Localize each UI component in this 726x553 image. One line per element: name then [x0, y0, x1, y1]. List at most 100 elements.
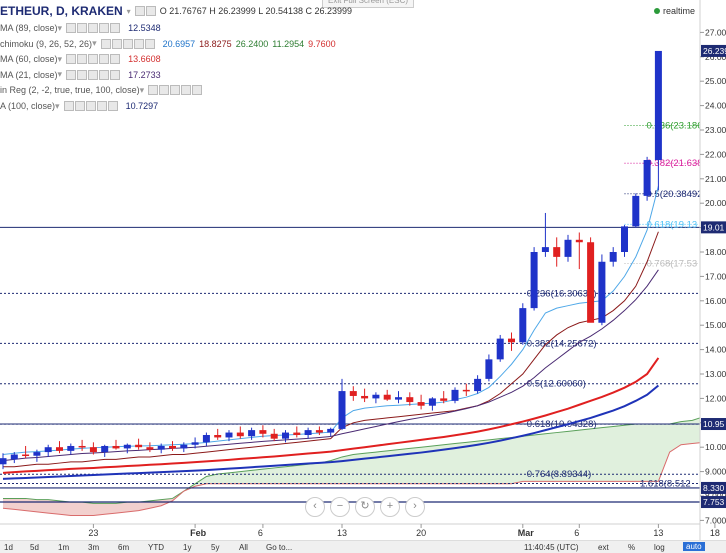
fib-label: 0.768(17.53: [647, 258, 698, 269]
settings-icon[interactable]: [111, 38, 122, 49]
range-button[interactable]: 3m: [88, 543, 100, 552]
copy-icon[interactable]: [88, 54, 99, 65]
legend-row[interactable]: MA (89, close) ▾ 12.5348: [0, 20, 161, 36]
remove-icon[interactable]: [192, 85, 203, 96]
range-button[interactable]: YTD: [148, 543, 164, 552]
candle-body: [485, 359, 493, 379]
copy-icon[interactable]: [88, 23, 99, 33]
remove-icon[interactable]: [107, 101, 118, 111]
indicator-value: 12.5348: [128, 23, 161, 33]
legend-row[interactable]: A (100, close) ▾ 10.7297: [0, 98, 158, 114]
zoom-out-button[interactable]: −: [330, 497, 350, 517]
legend-row[interactable]: in Reg (2, -2, true, true, 100, close) ▾: [0, 82, 206, 98]
chevron-down-icon[interactable]: ▾: [92, 38, 97, 49]
candle-body: [78, 445, 86, 448]
eye-icon[interactable]: [148, 85, 159, 96]
axis-option-button[interactable]: %: [628, 543, 636, 552]
legend-row[interactable]: MA (60, close) ▾ 13.6608: [0, 51, 161, 67]
legend-row[interactable]: MA (21, close) ▾ 17.2733: [0, 67, 161, 83]
candle-body: [259, 430, 267, 434]
price-tick-label: 14.000: [705, 345, 726, 355]
add-icon[interactable]: [133, 38, 144, 49]
add-icon[interactable]: [99, 69, 110, 80]
range-button[interactable]: 1m: [58, 543, 70, 552]
copy-icon[interactable]: [170, 85, 181, 96]
axis-option-button[interactable]: ext: [598, 543, 609, 552]
symbol-title[interactable]: ETHEUR, D, KRAKEN: [0, 4, 123, 18]
remove-icon[interactable]: [144, 38, 155, 49]
chevron-down-icon[interactable]: ▾: [126, 6, 131, 16]
chevron-down-icon[interactable]: ▾: [57, 69, 63, 80]
remove-icon[interactable]: [110, 69, 121, 80]
candle-body: [225, 432, 233, 438]
settings-icon[interactable]: [77, 69, 88, 80]
range-button[interactable]: 6m: [118, 543, 130, 552]
copy-icon[interactable]: [88, 69, 99, 80]
copy-icon[interactable]: [85, 101, 96, 111]
chevron-down-icon[interactable]: ▾: [57, 22, 63, 33]
range-button[interactable]: 5y: [211, 543, 220, 552]
add-icon[interactable]: [99, 23, 110, 33]
add-icon[interactable]: [96, 101, 107, 111]
candle-body: [191, 442, 199, 445]
scroll-left-button[interactable]: ‹: [305, 497, 325, 517]
settings-icon[interactable]: [145, 6, 156, 16]
eye-icon[interactable]: [66, 54, 77, 65]
price-label: 8.330: [703, 483, 725, 493]
time-tick-label: 23: [88, 528, 98, 538]
price-tick-label: 8.000: [705, 491, 726, 501]
tenkan-line: [2, 185, 659, 456]
price-label: 10.95: [703, 419, 725, 429]
chevron-down-icon[interactable]: ▾: [57, 53, 63, 64]
price-axis[interactable]: 27.00026.00025.00024.00023.00022.00021.0…: [700, 27, 726, 525]
eye-icon[interactable]: [100, 38, 111, 49]
settings-icon[interactable]: [77, 54, 88, 65]
eye-icon[interactable]: [66, 23, 77, 33]
remove-icon[interactable]: [110, 23, 121, 33]
settings-icon[interactable]: [77, 23, 88, 33]
chevron-down-icon[interactable]: ▾: [139, 84, 145, 95]
indicator-value: 11.2954: [272, 38, 305, 49]
axis-option-button[interactable]: log: [654, 543, 665, 552]
time-tick-label: Mar: [518, 528, 535, 538]
candle-body: [508, 338, 515, 343]
price-tick-label: 27.000: [705, 27, 726, 37]
indicator-name: MA (21, close): [0, 69, 58, 80]
eye-icon[interactable]: [66, 69, 77, 80]
price-tick-label: 7.000: [705, 515, 726, 525]
indicator-value: 9.7600: [308, 38, 336, 49]
candle-body: [282, 432, 289, 439]
add-icon[interactable]: [181, 85, 192, 96]
reset-button[interactable]: ↻: [355, 497, 375, 517]
ma-21-line: [2, 269, 659, 462]
range-button[interactable]: 1y: [183, 543, 192, 552]
legend-row[interactable]: chimoku (9, 26, 52, 26) ▾ 20.6957 18.8275 2…: [0, 36, 336, 52]
bottom-toolbar: 1d 5d 1m 3m 6m YTD 1y 5y All Go to... 11:40:45 (UT…: [0, 540, 726, 553]
candle-body: [214, 435, 222, 438]
time-axis[interactable]: 23 Feb 6 13 20 Mar 6 13 18: [88, 524, 720, 538]
scroll-right-button[interactable]: ›: [405, 497, 425, 517]
eye-icon[interactable]: [134, 6, 145, 16]
price-tick-label: 16.000: [705, 296, 726, 306]
copy-icon[interactable]: [122, 38, 133, 49]
add-icon[interactable]: [99, 54, 110, 65]
eye-icon[interactable]: [63, 101, 74, 111]
fib-label: 0.236(23.186: [647, 120, 703, 131]
remove-icon[interactable]: [110, 54, 121, 65]
candle-body: [621, 226, 628, 252]
zoom-in-button[interactable]: +: [380, 497, 400, 517]
axis-option-button[interactable]: auto: [683, 542, 705, 551]
candle-body: [10, 454, 18, 460]
settings-icon[interactable]: [159, 85, 170, 96]
fib-label: 0.382(21.638: [647, 158, 703, 169]
range-button[interactable]: 5d: [30, 543, 39, 552]
settings-icon[interactable]: [74, 101, 85, 111]
range-button[interactable]: 1d: [4, 543, 13, 552]
range-button[interactable]: All: [239, 543, 248, 552]
fib-label: 0.618(10.94328): [527, 419, 597, 430]
chevron-down-icon[interactable]: ▾: [55, 100, 60, 111]
indicator-value: 18.8275: [199, 38, 232, 49]
range-button[interactable]: Go to...: [266, 543, 293, 552]
exit-fullscreen-button[interactable]: Exit Full Screen (ESC): [322, 0, 414, 8]
